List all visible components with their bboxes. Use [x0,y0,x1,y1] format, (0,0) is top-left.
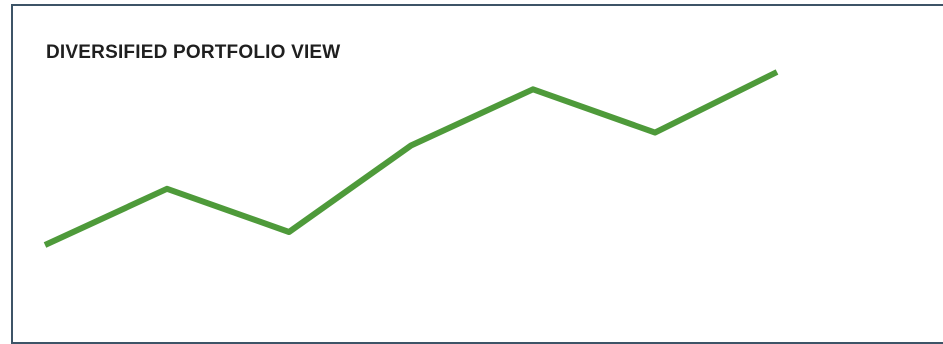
line-chart [0,0,943,332]
series-layer [45,72,777,245]
series-line-1 [45,72,777,245]
